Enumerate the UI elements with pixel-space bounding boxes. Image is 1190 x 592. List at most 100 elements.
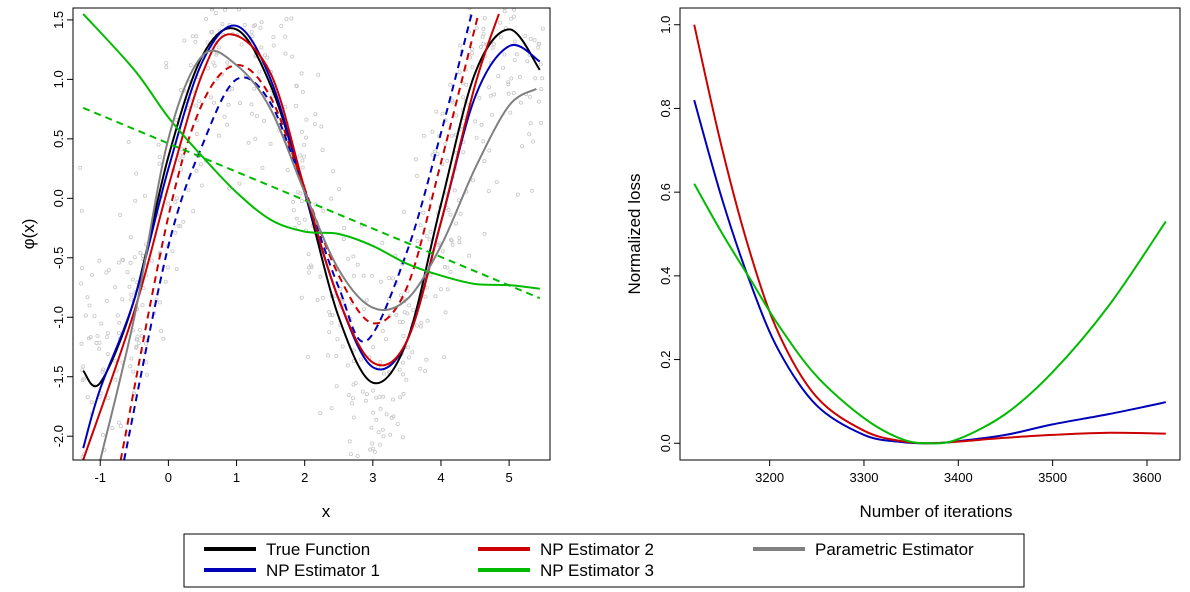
scatter-point (329, 196, 334, 201)
right-x-axis: 3200 3300 3400 3500 3600 (755, 460, 1161, 485)
scatter-point (97, 340, 102, 345)
scatter-point (327, 309, 332, 314)
scatter-point (106, 352, 111, 357)
scatter-point (501, 65, 506, 70)
scatter-point (237, 101, 242, 106)
scatter-point (113, 285, 118, 290)
scatter-point (512, 8, 516, 12)
scatter-point (350, 396, 355, 401)
scatter-point (414, 173, 419, 178)
scatter-point (497, 20, 502, 25)
scatter-point (363, 398, 368, 403)
scatter-point (104, 335, 109, 340)
scatter-point (262, 53, 267, 58)
scatter-point (432, 149, 437, 154)
series-line-np-estimator-2-dashed (119, 13, 480, 460)
scatter-point (331, 169, 336, 174)
y-tick-label: 0.8 (658, 99, 673, 117)
scatter-point (135, 337, 140, 342)
scatter-point (353, 381, 358, 386)
scatter-point (482, 159, 487, 164)
scatter-point (140, 253, 145, 258)
series-line-np-estimator-1-dashed (123, 13, 473, 460)
scatter-point (418, 366, 423, 371)
scatter-point (400, 435, 405, 440)
x-tick-label: 3500 (1038, 470, 1067, 485)
scatter-point (394, 471, 397, 474)
x-tick-label: 1 (233, 470, 240, 485)
scatter-point (539, 87, 544, 92)
scatter-point (78, 165, 83, 170)
scatter-point (214, 0, 217, 1)
scatter-point (210, 8, 215, 10)
scatter-point (452, 188, 457, 193)
scatter-point (498, 35, 503, 40)
scatter-point (291, 199, 296, 204)
scatter-point (190, 34, 195, 39)
scatter-point (254, 114, 259, 119)
scatter-point (440, 111, 445, 116)
scatter-point (161, 336, 166, 341)
right-series-lines (693, 24, 1167, 445)
scatter-point (470, 65, 475, 70)
scatter-point (351, 273, 356, 278)
scatter-point (525, 59, 530, 64)
legend-item-true-function: True Function (204, 540, 370, 559)
scatter-point (448, 82, 453, 87)
scatter-point (497, 0, 500, 1)
y-tick-label: -1.5 (51, 366, 66, 388)
scatter-point (120, 297, 125, 302)
scatter-point (469, 47, 474, 52)
scatter-point (487, 85, 492, 90)
scatter-point (113, 377, 118, 382)
scatter-point (313, 112, 318, 117)
scatter-point (364, 298, 369, 303)
scatter-point (253, 136, 258, 141)
scatter-point (361, 307, 366, 312)
scatter-point (302, 142, 307, 147)
scatter-point (252, 86, 257, 91)
scatter-point (374, 395, 379, 400)
scatter-point (300, 89, 305, 94)
scatter-point (225, 122, 230, 127)
scatter-point (302, 217, 307, 222)
scatter-point (533, 76, 538, 81)
y-tick-label: -0.5 (51, 247, 66, 269)
scatter-point (400, 372, 405, 377)
scatter-point (193, 39, 198, 44)
scatter-point (242, 22, 247, 27)
left-x-axis-title: x (322, 502, 331, 521)
scatter-point (440, 249, 445, 254)
scatter-point (402, 310, 407, 315)
scatter-point (300, 165, 305, 170)
legend-item-parametric-estimator: Parametric Estimator (753, 540, 974, 559)
scatter-point (188, 63, 193, 68)
y-tick-label: -1.0 (51, 306, 66, 328)
scatter-point (355, 453, 360, 458)
scatter-point (450, 242, 455, 247)
legend-label: NP Estimator 2 (540, 540, 654, 559)
scatter-point (492, 92, 497, 97)
scatter-point (536, 45, 541, 50)
scatter-point (237, 181, 242, 186)
scatter-point (351, 415, 356, 420)
scatter-point (87, 461, 90, 464)
scatter-point (378, 279, 383, 284)
scatter-point (378, 442, 383, 447)
scatter-point (479, 122, 484, 127)
scatter-point (117, 320, 122, 325)
y-tick-label: 1.0 (51, 70, 66, 88)
scatter-point (178, 167, 183, 172)
scatter-point (208, 95, 213, 100)
scatter-point (488, 93, 493, 98)
scatter-point (85, 295, 90, 300)
scatter-point (116, 330, 121, 335)
scatter-point (298, 191, 303, 196)
left-y-axis-title: φ(x) (19, 219, 38, 250)
scatter-point (128, 364, 133, 369)
scatter-point (131, 369, 136, 374)
scatter-point (226, 102, 231, 107)
scatter-point (165, 265, 170, 270)
scatter-point (491, 42, 496, 47)
right-y-axis: 0.0 0.2 0.4 0.6 0.8 1.0 (658, 16, 680, 452)
